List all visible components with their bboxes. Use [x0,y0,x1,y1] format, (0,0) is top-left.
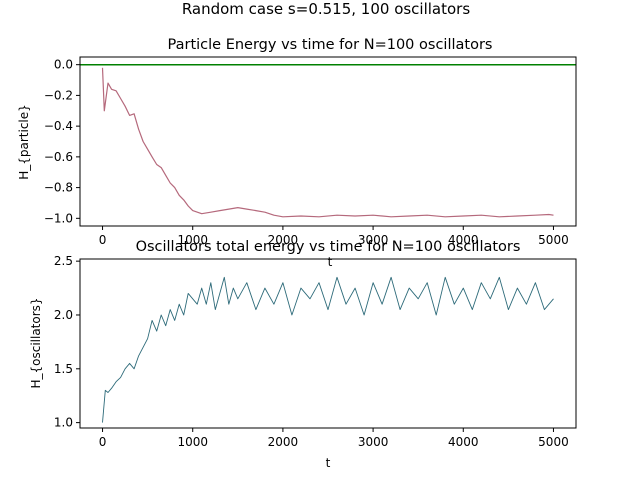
particle-energy-x-tick-label: 5000 [538,233,569,247]
particle-energy-y-tick-label: 0.0 [54,58,73,72]
oscillators-energy-x-tick-label: 1000 [177,435,208,449]
particle-energy-ylabel: H_{particle} [17,104,31,180]
particle-energy-line [101,67,554,218]
particle-energy-title: Particle Energy vs time for N=100 oscill… [168,37,493,53]
oscillators-energy-title: Oscillators total energy vs time for N=1… [136,239,521,255]
oscillators-energy-xlabel: t [326,456,331,470]
oscillators-energy-x-tick-label: 5000 [538,435,569,449]
oscillators-energy-y-ticks: 1.0 1.5 2.0 2.5 [54,254,80,430]
particle-energy-x-tick-label: 4000 [448,233,479,247]
oscillators-energy-y-tick-label: 1.0 [54,416,73,430]
oscillators-energy-x-ticks: 0 1000 2000 3000 4000 5000 [99,428,569,449]
oscillators-energy-ylabel: H_{oscillators} [29,297,43,388]
oscillators-energy-panel: Oscillators total energy vs time for N=1… [29,239,577,470]
figure-suptitle: Random case s=0.515, 100 oscillators [182,0,471,18]
particle-energy-series-layer [80,63,576,218]
particle-energy-y-tick-label: −0.4 [44,119,73,133]
particle-energy-x-tick-label: 0 [99,233,107,247]
oscillators-energy-x-tick-label: 0 [99,435,107,449]
oscillators-energy-y-tick-label: 2.5 [54,254,73,268]
particle-energy-x-ticks: 0 1000 2000 3000 4000 5000 [99,226,569,247]
particle-energy-xlabel: t [328,255,333,269]
oscillators-energy-x-tick-label: 2000 [268,435,299,449]
particle-energy-x-tick-label: 2000 [268,233,299,247]
oscillators-energy-y-tick-label: 1.5 [54,362,73,376]
particle-energy-y-tick-label: −0.2 [44,88,73,102]
oscillators-energy-x-tick-label: 3000 [358,435,389,449]
particle-energy-panel: Particle Energy vs time for N=100 oscill… [17,37,577,269]
oscillators-energy-x-tick-label: 4000 [448,435,479,449]
particle-energy-axes-frame [79,56,577,227]
particle-energy-y-tick-label: −0.6 [44,150,73,164]
particle-energy-y-tick-label: −0.8 [44,181,73,195]
oscillators-energy-y-tick-label: 2.0 [54,308,73,322]
particle-energy-y-tick-label: −1.0 [44,211,73,225]
oscillators-energy-axes-frame [79,258,577,429]
particle-energy-x-tick-label: 1000 [177,233,208,247]
particle-energy-y-ticks: 0.0 −0.2 −0.4 −0.6 −0.8 −1.0 [44,58,80,225]
particle-energy-x-tick-label: 3000 [358,233,389,247]
oscillators-energy-line [102,276,554,423]
oscillators-energy-series-layer [102,276,554,423]
